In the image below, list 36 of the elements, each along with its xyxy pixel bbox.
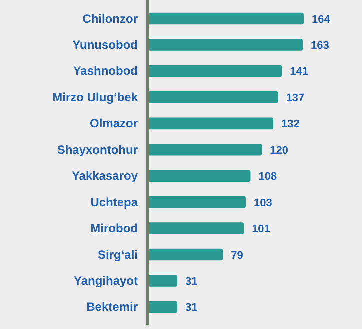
y-tick-label: Shayxontohur	[57, 142, 138, 157]
y-tick-label: Olmazor	[90, 116, 138, 131]
data-label: 108	[258, 171, 278, 184]
data-label: 101	[252, 224, 270, 236]
y-tick-label: Uchtepa	[90, 195, 138, 210]
bar	[148, 275, 178, 287]
bar	[148, 196, 246, 208]
bar	[148, 222, 244, 234]
bar	[148, 92, 278, 104]
bar	[148, 65, 282, 78]
y-tick-label: Yangihayot	[74, 274, 138, 288]
data-label: 103	[254, 197, 272, 210]
y-tick-label: Mirobod	[90, 222, 138, 236]
bar	[148, 118, 274, 130]
y-tick-label: Bektemir	[86, 300, 138, 314]
data-label: 31	[185, 276, 198, 288]
data-label: 132	[282, 118, 300, 131]
bar	[148, 39, 304, 51]
data-label: 31	[185, 302, 198, 314]
data-label: 120	[270, 144, 289, 157]
y-tick-label: Yakkasaroy	[72, 169, 138, 184]
y-tick-label: Mirzo Ulug‘bek	[52, 90, 138, 104]
data-label: 141	[290, 66, 308, 78]
y-tick-label: Chilonzor	[82, 12, 138, 26]
y-tick-label: Sirg‘ali	[98, 248, 138, 262]
data-label: 79	[231, 250, 244, 262]
bar	[148, 248, 224, 261]
bar	[148, 301, 178, 314]
data-label: 163	[311, 40, 330, 52]
bar	[148, 12, 304, 25]
y-tick-label: Yashnobod	[73, 64, 138, 78]
bar	[148, 144, 262, 156]
data-label: 164	[312, 14, 332, 26]
y-tick-label: Yunusobod	[72, 38, 138, 52]
data-label: 137	[286, 92, 305, 104]
bar	[148, 170, 251, 182]
